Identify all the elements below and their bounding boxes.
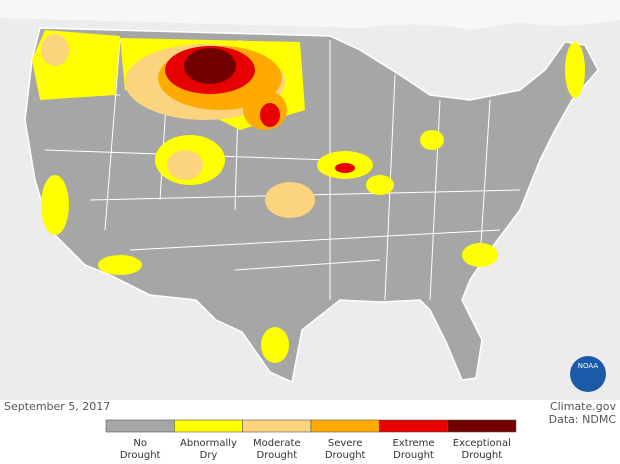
- legend-label: Drought: [257, 450, 298, 461]
- legend-label: Drought: [462, 450, 503, 461]
- legend-label: Drought: [120, 450, 161, 461]
- legend-label: Drought: [325, 450, 366, 461]
- legend-swatch: [105, 419, 175, 433]
- legend-label: Moderate: [253, 438, 301, 449]
- canada: [0, 0, 620, 30]
- logo-text: NOAA: [578, 362, 599, 370]
- legend-label: Exceptional: [453, 438, 511, 449]
- noaa-logo: [570, 356, 606, 392]
- legend-label: Extreme: [392, 438, 434, 449]
- source: Data: NDMC: [549, 413, 617, 426]
- legend-label: Severe: [328, 438, 363, 449]
- legend-label: No: [133, 438, 147, 449]
- legend-swatch: [310, 419, 380, 433]
- legend-swatch: [242, 419, 312, 433]
- legend-label: Abnormally: [180, 438, 237, 449]
- drought-areas: [32, 30, 585, 363]
- legend-swatch: [379, 419, 448, 433]
- legend-swatch: [174, 419, 243, 433]
- date: September 5, 2017: [4, 400, 110, 413]
- credit: Climate.gov: [550, 400, 617, 413]
- legend-swatch: [447, 419, 517, 433]
- legend-label: Dry: [200, 450, 218, 461]
- legend-label: Drought: [393, 450, 434, 461]
